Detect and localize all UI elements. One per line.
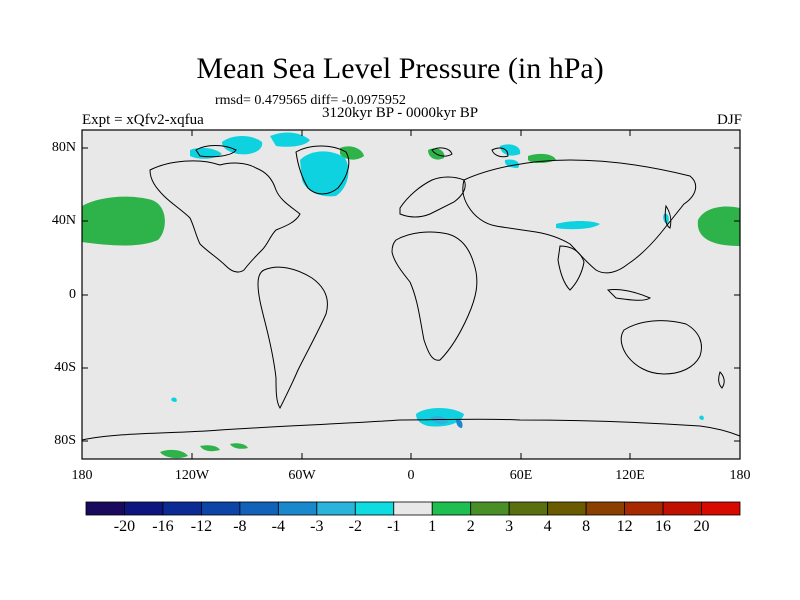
coastline-north-america	[149, 160, 301, 273]
lon-label-0: 0	[407, 468, 415, 483]
colorbar-label: 12	[616, 518, 633, 535]
stats-text: rmsd= 0.479565 diff= -0.0975952	[215, 93, 406, 108]
lon-label-180w: 180	[71, 468, 93, 483]
lon-label-60e: 60E	[509, 468, 533, 483]
coastline-asia	[462, 159, 697, 274]
anomaly-patch-arctic-6	[500, 144, 521, 156]
colorbar	[85, 501, 741, 516]
colorbar-swatch	[701, 501, 741, 516]
anomaly-patch-arctic-3	[190, 147, 222, 159]
coastline-antarctica	[81, 418, 741, 441]
colorbar-label: -16	[152, 518, 174, 535]
lat-label-80n: 80N	[51, 140, 76, 155]
anomaly-patch-pacific-east	[697, 206, 740, 246]
colorbar-label: -4	[271, 518, 285, 535]
colorbar-label: 20	[693, 518, 710, 535]
coastline-svalbard	[431, 147, 453, 157]
coastline-arctic-islands	[195, 145, 237, 158]
lon-label-180e: 180	[729, 468, 751, 483]
colorbar-swatch	[624, 501, 664, 516]
colorbar-swatch	[393, 501, 433, 516]
anomaly-patch-south-5	[230, 443, 248, 449]
colorbar-label: -1	[387, 518, 401, 535]
coastline-africa	[391, 231, 478, 361]
season-label: DJF	[716, 112, 742, 128]
colorbar-label: 8	[582, 518, 591, 535]
colorbar-label: -2	[348, 518, 362, 535]
colorbar-label: -12	[190, 518, 213, 535]
colorbar-swatch	[239, 501, 279, 516]
colorbar-swatch	[85, 501, 125, 516]
period-text: 3120kyr BP - 0000kyr BP	[322, 105, 479, 121]
anomaly-patch-arctic-1	[222, 136, 263, 155]
anomaly-patch-arctic-4	[340, 146, 364, 160]
anomaly-patch-south-1	[171, 397, 177, 402]
colorbar-label: 1	[428, 518, 437, 535]
anomaly-patch-arctic-2	[270, 132, 310, 147]
lat-label-80s: 80S	[54, 433, 76, 448]
anomaly-patch-south-4	[200, 445, 220, 452]
colorbar-swatch	[354, 501, 395, 516]
map-background	[82, 130, 740, 459]
coastline-new-zealand	[718, 371, 725, 389]
coastlines	[81, 145, 741, 441]
lat-label-40n: 40N	[51, 213, 76, 228]
coastline-novaya-zemlya	[491, 147, 509, 158]
coastline-indonesia	[606, 289, 652, 301]
colorbar-swatch	[508, 501, 549, 516]
anomaly-patch-south-3	[160, 449, 188, 459]
lat-label-0: 0	[69, 287, 76, 302]
coastline-japan	[664, 204, 672, 229]
anomaly-patch-central-asia	[556, 221, 600, 230]
tick-marks	[82, 130, 740, 459]
colorbar-swatch	[585, 501, 625, 516]
lat-label-40s: 40S	[54, 360, 76, 375]
colorbar-swatch	[201, 501, 241, 516]
anomaly-patch-antarctic-core-2	[456, 419, 463, 428]
anomaly-patch-japan	[663, 213, 669, 224]
colorbar-swatch	[316, 501, 356, 516]
colorbar-swatch	[431, 501, 472, 516]
colorbar-label: 3	[505, 518, 514, 535]
colorbar-label: 16	[655, 518, 672, 535]
colorbar-swatch	[124, 501, 164, 516]
lon-label-60w: 60W	[288, 468, 316, 483]
colorbar-swatch	[277, 501, 318, 516]
colorbar-swatch	[547, 501, 587, 516]
coastline-greenland	[295, 145, 350, 195]
lon-label-120e: 120E	[615, 468, 645, 483]
coastline-india	[557, 245, 585, 291]
coastline-south-america	[257, 266, 328, 409]
colorbar-swatch	[662, 501, 702, 516]
anomaly-patch-greenland	[300, 151, 349, 197]
colorbar-label: 4	[543, 518, 552, 535]
colorbar-swatch	[162, 501, 202, 516]
coastline-australia	[620, 320, 702, 375]
colorbar-label: -20	[113, 518, 136, 535]
anomaly-patch-pacific-west	[82, 196, 165, 246]
colorbar-label: -3	[310, 518, 324, 535]
coastline-europe	[399, 176, 466, 218]
colorbar-swatch	[470, 501, 510, 516]
experiment-label: Expt = xQfv2-xqfua	[82, 112, 204, 128]
map-title: Mean Sea Level Pressure (in hPa)	[196, 52, 604, 85]
colorbar-label: 2	[466, 518, 475, 535]
lon-label-120w: 120W	[174, 468, 210, 483]
colorbar-label: -8	[233, 518, 247, 535]
anomaly-patch-south-2	[699, 415, 704, 420]
